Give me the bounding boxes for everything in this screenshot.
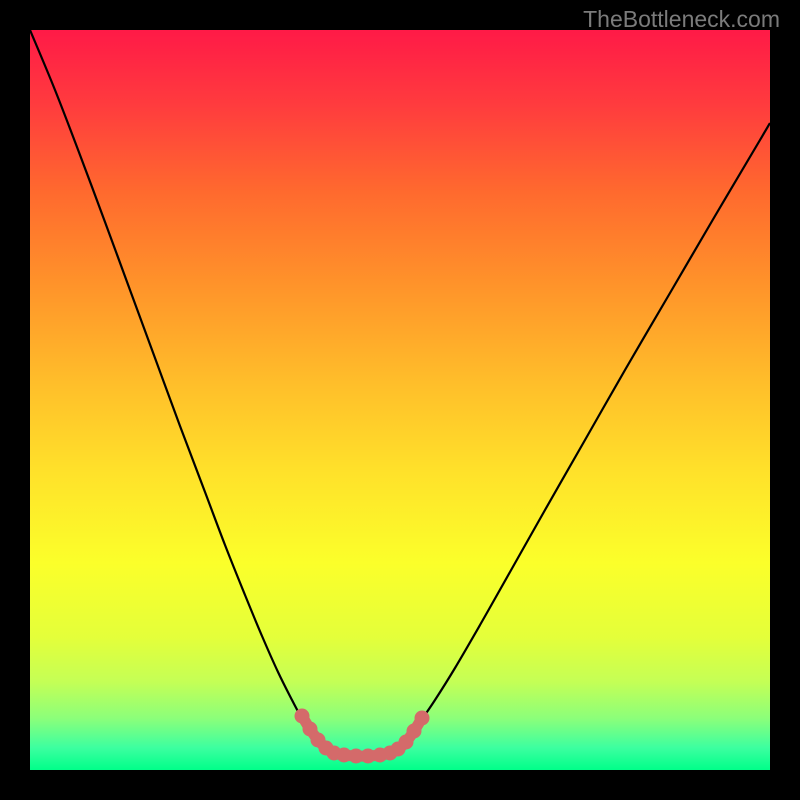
chart-container: TheBottleneck.com: [0, 0, 800, 800]
watermark-text: TheBottleneck.com: [583, 6, 780, 33]
gradient-background: [30, 30, 770, 770]
plot-area: [30, 30, 770, 770]
